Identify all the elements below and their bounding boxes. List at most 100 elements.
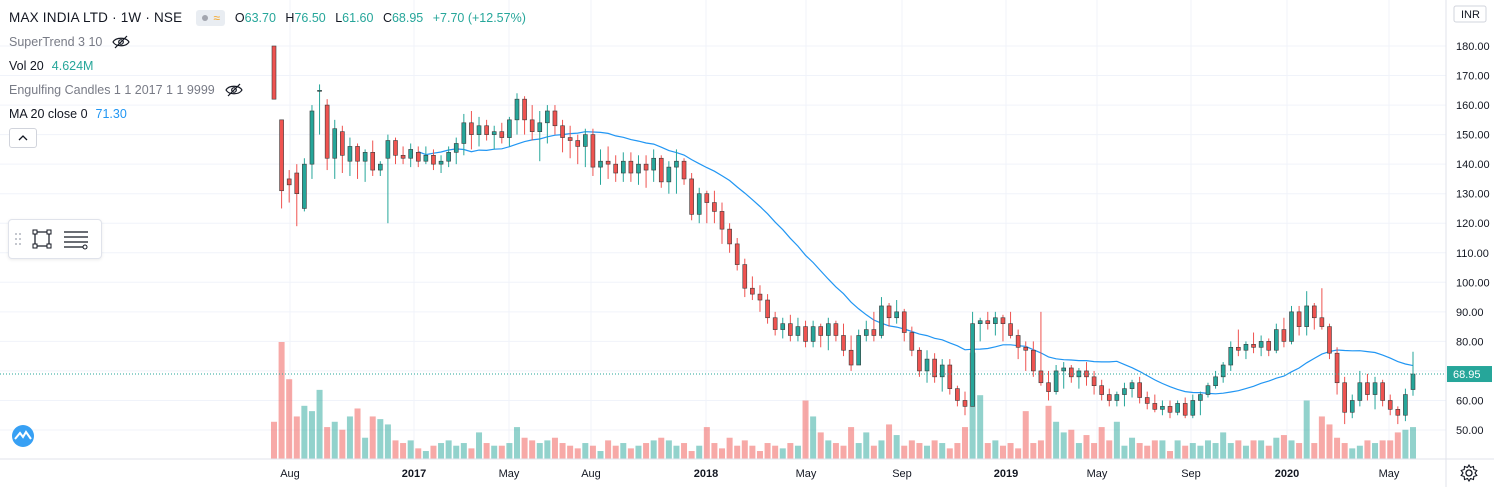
candle[interactable] bbox=[1182, 397, 1188, 419]
candle[interactable] bbox=[1289, 305, 1294, 345]
candle[interactable] bbox=[1228, 341, 1234, 371]
candle[interactable] bbox=[385, 134, 391, 224]
candle[interactable] bbox=[378, 161, 383, 176]
candle[interactable] bbox=[491, 125, 497, 150]
candle[interactable] bbox=[1220, 362, 1226, 383]
candle[interactable] bbox=[1099, 379, 1104, 401]
indicator-supertrend[interactable]: SuperTrend 3 10 bbox=[9, 30, 532, 54]
candle[interactable] bbox=[750, 276, 755, 301]
candle[interactable] bbox=[1205, 382, 1211, 398]
candle[interactable] bbox=[658, 155, 664, 188]
candle[interactable] bbox=[826, 317, 831, 351]
collapse-legend-button[interactable] bbox=[9, 128, 37, 148]
candle[interactable] bbox=[795, 317, 801, 342]
candle[interactable] bbox=[818, 323, 824, 348]
rectangle-tool-button[interactable] bbox=[27, 224, 57, 254]
candle[interactable] bbox=[772, 311, 778, 336]
candle[interactable] bbox=[286, 170, 292, 203]
candle[interactable] bbox=[393, 137, 398, 165]
indicator-volume[interactable]: Vol 20 4.624M bbox=[9, 54, 532, 78]
candle[interactable] bbox=[620, 152, 626, 182]
candle[interactable] bbox=[985, 311, 991, 330]
indicator-engulfing[interactable]: Engulfing Candles 1 1 2017 1 1 9999 bbox=[9, 78, 532, 102]
candle[interactable] bbox=[1144, 391, 1150, 410]
candle[interactable] bbox=[522, 96, 527, 135]
currency-label[interactable]: INR bbox=[1461, 9, 1480, 21]
candle[interactable] bbox=[704, 190, 710, 224]
candle[interactable] bbox=[628, 152, 634, 182]
candle[interactable] bbox=[567, 125, 573, 159]
candle[interactable] bbox=[476, 116, 482, 147]
candle[interactable] bbox=[1160, 400, 1165, 416]
candle[interactable] bbox=[643, 155, 649, 188]
candle[interactable] bbox=[863, 320, 869, 342]
candle[interactable] bbox=[408, 143, 413, 168]
candle[interactable] bbox=[1236, 329, 1241, 357]
candle[interactable] bbox=[727, 223, 732, 253]
candle[interactable] bbox=[560, 119, 565, 153]
candle[interactable] bbox=[1015, 329, 1021, 360]
candle[interactable] bbox=[332, 119, 338, 179]
candle[interactable] bbox=[347, 137, 353, 176]
candle[interactable] bbox=[309, 105, 315, 179]
candle[interactable] bbox=[453, 137, 459, 165]
candle[interactable] bbox=[507, 116, 512, 147]
candle[interactable] bbox=[294, 164, 300, 227]
candle[interactable] bbox=[757, 285, 763, 312]
candle[interactable] bbox=[1296, 305, 1302, 336]
candle[interactable] bbox=[681, 158, 687, 185]
candle[interactable] bbox=[1281, 317, 1287, 348]
candle[interactable] bbox=[1137, 376, 1142, 404]
candle[interactable] bbox=[1023, 341, 1029, 371]
candle[interactable] bbox=[1372, 376, 1378, 410]
candle[interactable] bbox=[833, 320, 839, 342]
candle[interactable] bbox=[590, 128, 596, 176]
candle[interactable] bbox=[324, 99, 330, 171]
candle[interactable] bbox=[484, 119, 489, 141]
candle[interactable] bbox=[803, 320, 808, 348]
candle[interactable] bbox=[1395, 406, 1401, 425]
candle[interactable] bbox=[552, 105, 558, 135]
candle[interactable] bbox=[370, 140, 376, 176]
candle[interactable] bbox=[400, 146, 406, 165]
tradingview-logo-icon[interactable] bbox=[8, 424, 38, 448]
candle[interactable] bbox=[856, 329, 861, 366]
candle[interactable] bbox=[1327, 323, 1332, 360]
candle[interactable] bbox=[1274, 323, 1279, 354]
candle[interactable] bbox=[712, 190, 717, 224]
candle[interactable] bbox=[1304, 291, 1309, 336]
candle[interactable] bbox=[317, 84, 322, 135]
candle[interactable] bbox=[446, 146, 451, 168]
candle[interactable] bbox=[1319, 288, 1325, 330]
candle[interactable] bbox=[636, 155, 641, 185]
candle[interactable] bbox=[545, 105, 550, 144]
candle[interactable] bbox=[917, 347, 922, 377]
candle[interactable] bbox=[955, 385, 960, 407]
candle[interactable] bbox=[947, 359, 953, 395]
candle[interactable] bbox=[605, 146, 611, 179]
candle[interactable] bbox=[1198, 391, 1203, 416]
candle[interactable] bbox=[469, 110, 474, 150]
candle[interactable] bbox=[962, 391, 968, 416]
candle[interactable] bbox=[1190, 394, 1196, 419]
candle[interactable] bbox=[901, 308, 907, 342]
candle[interactable] bbox=[894, 300, 899, 324]
candle[interactable] bbox=[575, 134, 581, 165]
candle[interactable] bbox=[1114, 391, 1120, 407]
candle[interactable] bbox=[1175, 400, 1180, 416]
candle[interactable] bbox=[1342, 376, 1347, 425]
candle[interactable] bbox=[271, 45, 277, 100]
candle[interactable] bbox=[514, 93, 520, 135]
candle[interactable] bbox=[1387, 394, 1393, 416]
candle[interactable] bbox=[355, 143, 360, 179]
gear-icon[interactable] bbox=[1460, 464, 1478, 482]
candle[interactable] bbox=[423, 146, 429, 165]
candle[interactable] bbox=[1076, 367, 1082, 389]
candle[interactable] bbox=[461, 113, 467, 156]
candle[interactable] bbox=[939, 359, 945, 392]
candle[interactable] bbox=[1152, 394, 1158, 413]
symbol-title[interactable]: MAX INDIA LTD · 1W · NSE bbox=[9, 10, 183, 25]
time-axis[interactable]: Aug 2017 May Aug 2018 May Sep 2019 May Sep 2020 May bbox=[280, 468, 1400, 480]
candle[interactable] bbox=[651, 149, 656, 182]
